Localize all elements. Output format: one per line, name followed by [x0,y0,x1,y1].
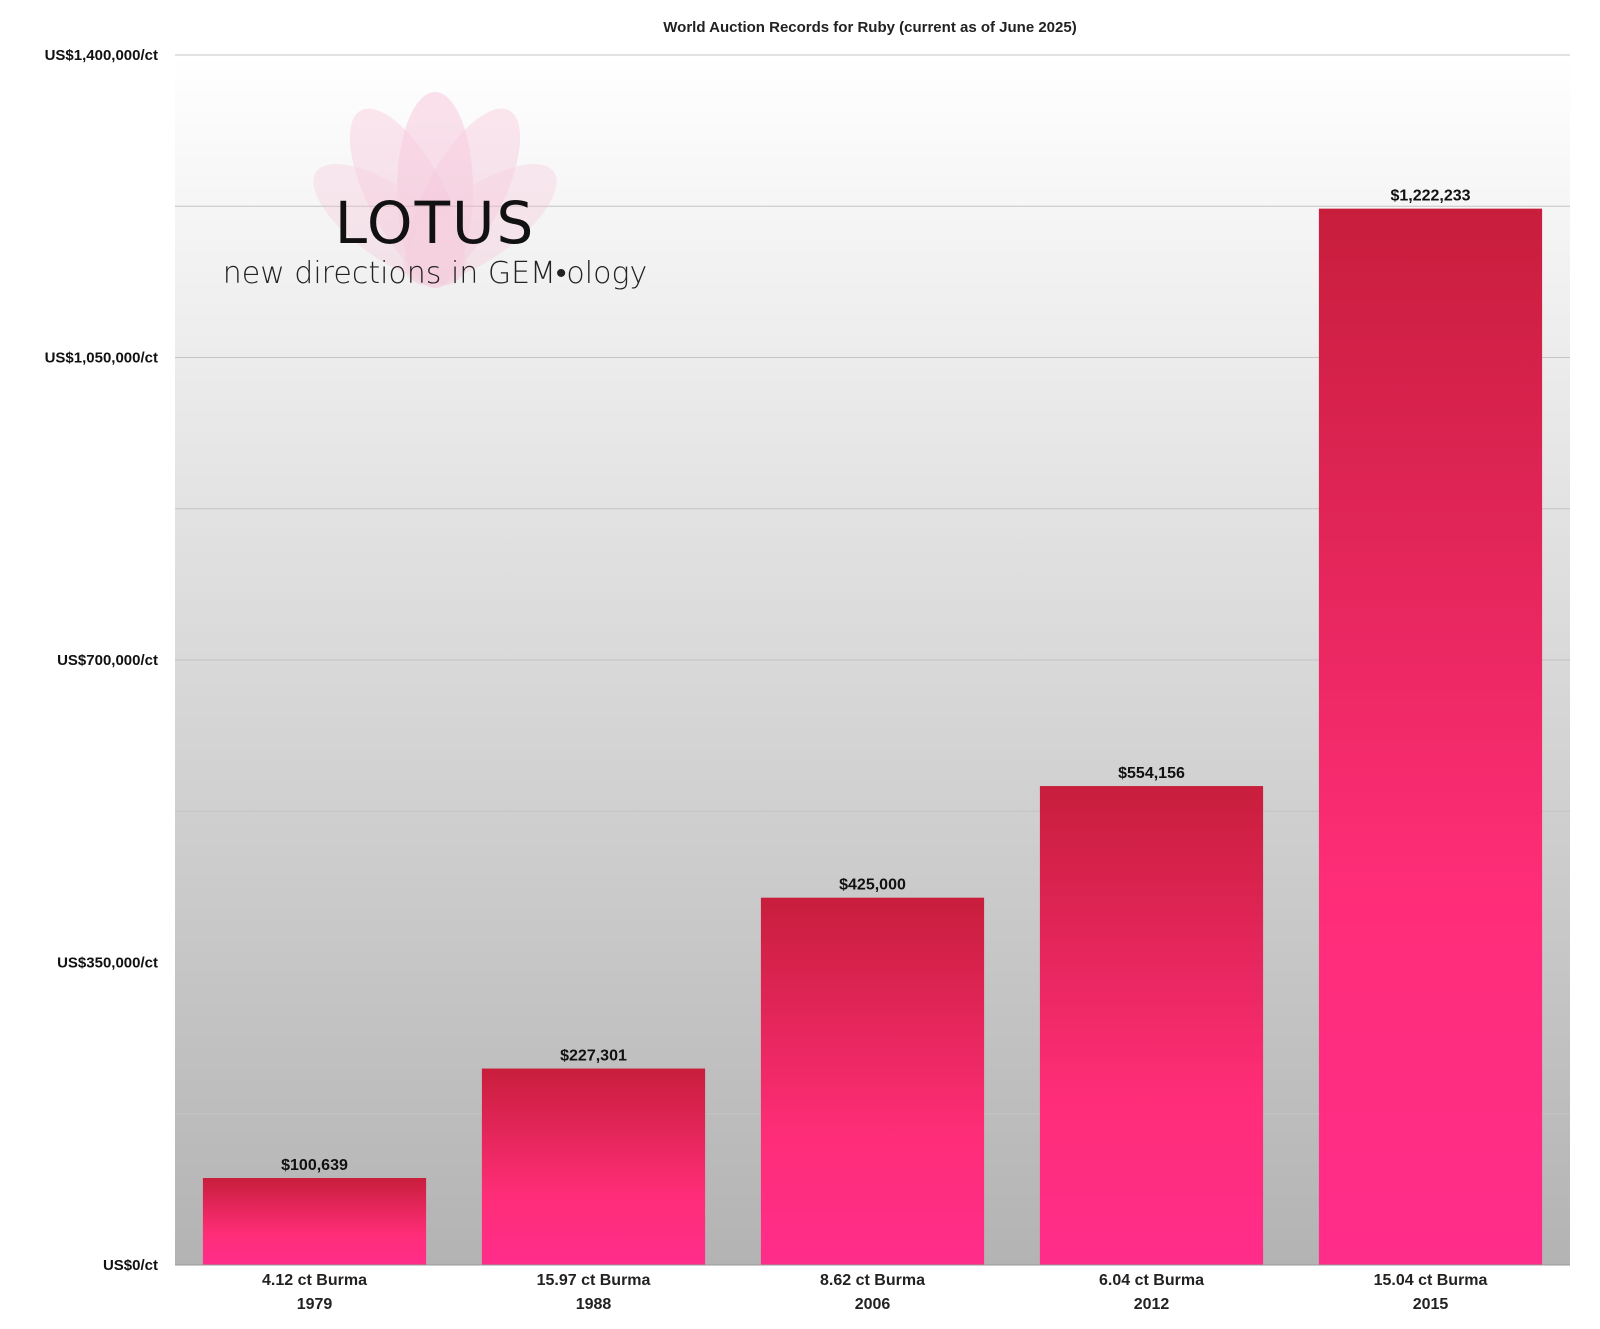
data-label: $227,301 [560,1048,627,1065]
bar [481,1068,706,1265]
chart-title: World Auction Records for Ruby (current … [663,19,1076,36]
y-tick-label: US$350,000/ct [57,955,158,972]
y-tick-label: US$1,050,000/ct [45,350,158,367]
bar [202,1178,427,1265]
x-tick-label: 15.97 ct Burma [537,1272,651,1289]
x-tick-label: 4.12 ct Burma [262,1272,367,1289]
logo-name: LOTUS [335,189,536,257]
data-label: $1,222,233 [1390,188,1470,205]
y-tick-label: US$1,400,000/ct [45,47,158,64]
data-label: $100,639 [281,1157,348,1174]
x-tick-year: 2015 [1413,1296,1449,1313]
y-axis: US$0/ct US$350,000/ct US$700,000/ct US$1,05… [45,47,158,1274]
x-tick-label: 6.04 ct Burma [1099,1272,1204,1289]
x-tick-label: 8.62 ct Burma [820,1272,925,1289]
lotus-flower-icon [313,92,557,288]
bar [1039,786,1264,1265]
y-tick-label: US$700,000/ct [57,652,158,669]
lotus-logo: LOTUS new directions in GEM•ology [223,92,647,291]
data-labels: $100,639 $227,301 $425,000 $554,156 $1,222,2… [281,188,1471,1174]
x-axis: 4.12 ct Burma 1979 15.97 ct Burma 1988 8.62 … [175,1264,1570,1313]
bar [760,897,985,1265]
data-label: $554,156 [1118,765,1185,782]
data-label: $425,000 [839,877,906,894]
x-tick-year: 2006 [855,1296,891,1313]
x-tick-label: 15.04 ct Burma [1374,1272,1488,1289]
bars [202,208,1543,1265]
y-tick-label: US$0/ct [103,1257,158,1274]
logo-tagline: new directions in GEM•ology [223,256,647,291]
x-tick-year: 2012 [1134,1296,1170,1313]
x-tick-year: 1979 [297,1296,333,1313]
bar [1318,208,1543,1265]
x-tick-year: 1988 [576,1296,612,1313]
